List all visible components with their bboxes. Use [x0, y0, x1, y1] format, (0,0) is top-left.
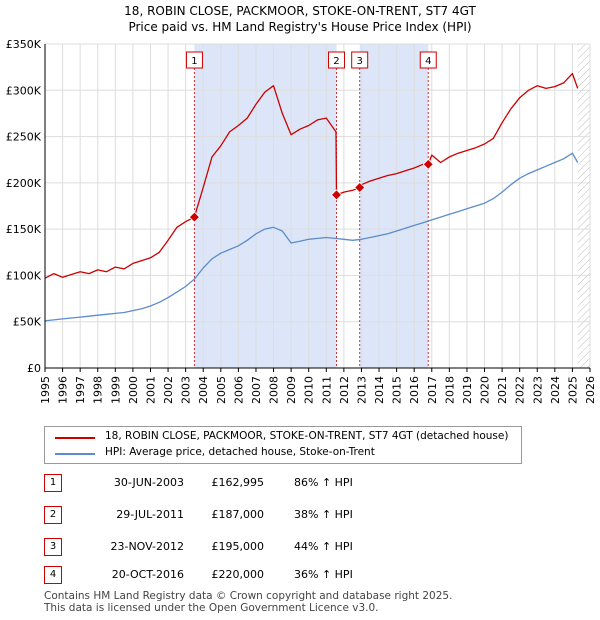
y-tick-label: £200K	[6, 177, 42, 190]
sale-date: 20-OCT-2016	[111, 568, 184, 581]
sale-point	[188, 211, 201, 223]
sale-point	[330, 189, 343, 201]
x-tick-label: 2000	[127, 376, 140, 404]
sale-marker-label: 1	[191, 56, 197, 67]
sale-hpi-change: 36% ↑ HPI	[294, 568, 353, 581]
x-tick-label: 2023	[531, 376, 544, 404]
forecast-hatch	[577, 44, 590, 368]
chart-subtitle: Price paid vs. HM Land Registry's House …	[128, 20, 472, 34]
y-tick-label: £100K	[6, 269, 42, 282]
sale-marker-label: 3	[357, 56, 363, 67]
sale-number-badge: 4	[44, 566, 62, 584]
sale-price: £195,000	[211, 540, 265, 553]
shaded-period	[359, 44, 429, 368]
x-tick-label: 1998	[92, 376, 105, 404]
x-tick-label: 2003	[180, 376, 193, 404]
x-tick-label: 2021	[496, 376, 509, 404]
x-tick-label: 2015	[391, 376, 404, 404]
x-tick-label: 2026	[584, 376, 597, 404]
sale-price: £162,995	[211, 476, 265, 489]
sale-hpi-change: 44% ↑ HPI	[294, 540, 353, 553]
shaded-period	[194, 44, 337, 368]
sale-point	[422, 158, 434, 170]
x-tick-label: 2004	[197, 376, 210, 404]
x-tick-label: 2002	[162, 376, 175, 404]
sale-point	[354, 181, 366, 194]
y-tick-label: £0	[27, 362, 41, 375]
x-tick-label: 2008	[268, 376, 281, 404]
footer-licence: This data is licensed under the Open Gov…	[44, 602, 379, 614]
x-tick-label: 2010	[303, 376, 316, 404]
x-tick-label: 2022	[514, 376, 527, 404]
x-tick-label: 2012	[338, 376, 351, 404]
chart-legend: 18, ROBIN CLOSE, PACKMOOR, STOKE-ON-TREN…	[44, 426, 522, 464]
x-tick-label: 2014	[373, 376, 386, 404]
x-tick-label: 2006	[232, 376, 245, 404]
x-tick-label: 2007	[250, 376, 263, 404]
y-tick-label: £50K	[13, 316, 42, 329]
sale-hpi-change: 86% ↑ HPI	[294, 476, 353, 489]
hpi-line	[44, 152, 579, 322]
sale-hpi-change: 38% ↑ HPI	[294, 508, 353, 521]
legend-line-hpi	[55, 453, 95, 455]
sale-marker-box	[351, 51, 369, 69]
x-tick-label: 2020	[479, 376, 492, 404]
sale-marker-box	[419, 51, 437, 69]
sale-date: 29-JUL-2011	[116, 508, 184, 521]
sale-date: 30-JUN-2003	[113, 476, 184, 489]
sale-marker-label: 4	[425, 56, 431, 67]
x-tick-label: 1999	[109, 376, 122, 404]
sale-price: £187,000	[211, 508, 265, 521]
sale-number-badge: 3	[44, 538, 62, 556]
sale-marker-box	[327, 51, 345, 69]
x-tick-label: 2009	[285, 376, 298, 404]
y-tick-label: £250K	[6, 131, 42, 144]
x-tick-label: 1997	[74, 376, 87, 404]
legend-label-hpi: HPI: Average price, detached house, Stok…	[105, 446, 375, 458]
sale-price: £220,000	[211, 568, 265, 581]
footer-copyright: Contains HM Land Registry data © Crown c…	[44, 590, 453, 602]
sale-marker-box	[185, 51, 203, 69]
legend-line-property	[55, 437, 95, 439]
y-tick-label: £350K	[6, 38, 42, 51]
x-tick-label: 2001	[144, 376, 157, 404]
y-tick-label: £150K	[6, 223, 42, 236]
x-tick-label: 2005	[215, 376, 228, 404]
y-tick-label: £300K	[6, 84, 42, 97]
x-tick-label: 1995	[39, 376, 52, 404]
legend-label-property: 18, ROBIN CLOSE, PACKMOOR, STOKE-ON-TREN…	[105, 430, 509, 442]
x-tick-label: 1996	[57, 376, 70, 404]
chart-title-address: 18, ROBIN CLOSE, PACKMOOR, STOKE-ON-TREN…	[124, 4, 476, 18]
x-tick-label: 2011	[320, 376, 333, 404]
x-tick-label: 2019	[461, 376, 474, 404]
x-tick-label: 2013	[355, 376, 368, 404]
sale-number-badge: 2	[44, 506, 62, 524]
x-tick-label: 2024	[549, 376, 562, 404]
price-chart: 1 2 3 4 £0 £50K £100K £150K £200K £250K £300K £350…	[6, 38, 597, 404]
x-tick-label: 2025	[566, 376, 579, 404]
x-tick-label: 2016	[408, 376, 421, 404]
sale-date: 23-NOV-2012	[110, 540, 184, 553]
sale-marker-label: 2	[333, 56, 339, 67]
property-price-line	[44, 72, 579, 279]
x-tick-label: 2018	[443, 376, 456, 404]
x-tick-label: 2017	[426, 376, 439, 404]
sale-number-badge: 1	[44, 474, 62, 492]
